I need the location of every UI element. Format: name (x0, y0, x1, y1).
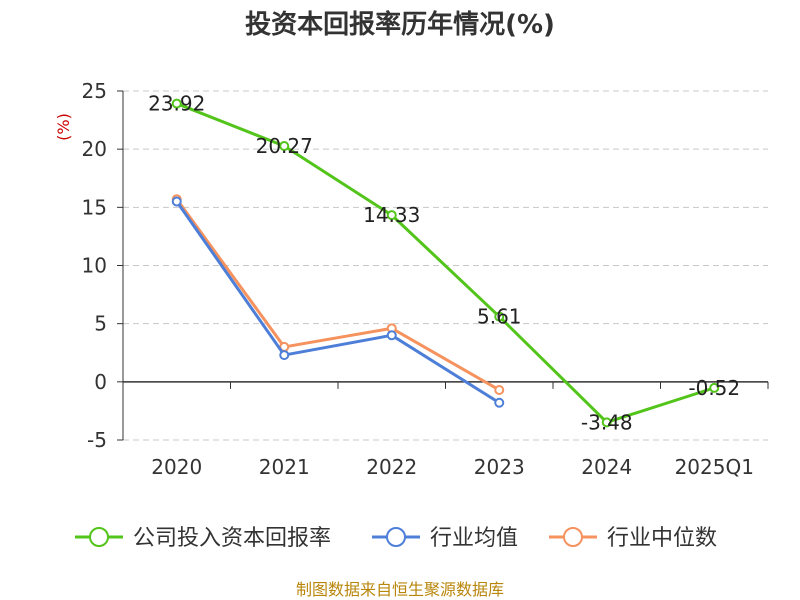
data-point[interactable] (494, 397, 505, 408)
data-label: 5.61 (477, 305, 522, 329)
data-label: 23.92 (148, 92, 205, 116)
data-label: -3.48 (581, 410, 633, 434)
y-tick-label: 0 (94, 370, 107, 394)
legend-marker (563, 527, 583, 547)
x-tick-label: 2023 (474, 455, 525, 479)
axes: -5 0 5 10 15 20 25 2020 2021 2022 2023 2024 2025Q1 (82, 79, 769, 479)
data-point[interactable] (386, 330, 397, 341)
x-tick-label: 2021 (259, 455, 310, 479)
chart-title: 投资本回报率历年情况(%) (245, 9, 555, 40)
source-note: 制图数据来自恒生聚源数据库 (296, 580, 504, 599)
y-tick-label: 20 (82, 137, 107, 161)
data-point[interactable] (386, 210, 397, 221)
series-line-0 (176, 102, 715, 424)
data-point[interactable] (279, 141, 290, 152)
data-point[interactable] (709, 382, 720, 393)
data-point[interactable] (494, 311, 505, 322)
x-tick-label: 2025Q1 (675, 455, 754, 479)
x-tick-label: 2024 (581, 455, 632, 479)
y-tick-label: 5 (94, 312, 107, 336)
y-tick-label: -5 (87, 428, 107, 452)
legend-item-1[interactable]: 行业均值 (372, 526, 518, 551)
y-tick-label: 15 (82, 195, 107, 219)
x-tick-label: 2020 (151, 455, 202, 479)
data-point[interactable] (494, 384, 505, 395)
data-point[interactable] (601, 417, 612, 428)
data-labels: 23.92 20.27 14.33 5.61 -3.48 -0.52 (148, 92, 740, 435)
legend[interactable]: 公司投入资本回报率 行业均值 行业中位数 (75, 526, 717, 551)
legend-label: 公司投入资本回报率 (133, 526, 331, 551)
data-label: -0.52 (688, 376, 740, 400)
legend-marker (386, 527, 406, 547)
y-tick-label: 25 (82, 79, 107, 103)
series-line-1 (175, 200, 501, 405)
legend-item-0[interactable]: 公司投入资本回报率 (75, 526, 331, 551)
legend-marker (89, 527, 109, 547)
data-point[interactable] (279, 350, 290, 361)
series-line-2 (175, 198, 500, 392)
data-point[interactable] (171, 196, 182, 207)
legend-label: 行业中位数 (607, 526, 717, 551)
y-axis-unit-label: (%) (54, 113, 73, 141)
y-tick-label: 10 (82, 254, 107, 278)
legend-item-2[interactable]: 行业中位数 (549, 526, 717, 551)
data-label: 20.27 (256, 134, 313, 158)
series-lines (171, 98, 720, 428)
data-label: 14.33 (363, 203, 420, 227)
data-point[interactable] (171, 98, 182, 109)
x-tick-label: 2022 (366, 455, 417, 479)
legend-label: 行业均值 (430, 526, 518, 551)
